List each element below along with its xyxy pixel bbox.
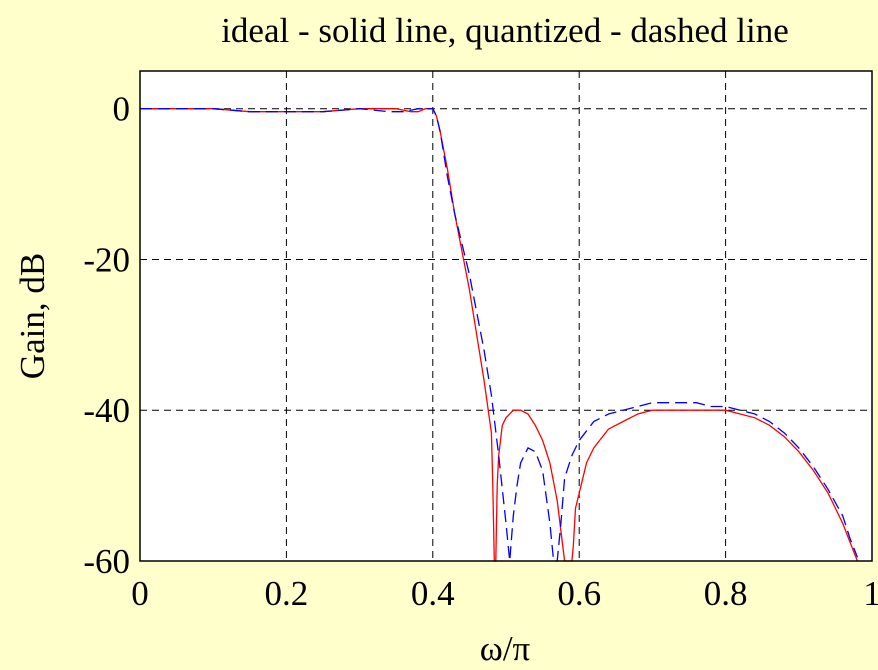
y-tick-label: -60: [83, 542, 130, 581]
grid: [140, 71, 872, 561]
x-tick-label: 0.4: [411, 574, 455, 613]
y-axis-label: Gain, dB: [13, 253, 52, 379]
x-tick-label: 0.8: [704, 574, 748, 613]
series-line-quantized: [140, 108, 859, 562]
tick-labels: 0 0.2 0.4 0.6 0.8 1 0 -20 -40 -60: [83, 90, 878, 613]
x-tick-label: 1: [863, 574, 878, 613]
plot-area: [140, 71, 872, 561]
series-layer: [140, 108, 859, 562]
x-tick-label: 0.2: [265, 574, 309, 613]
y-tick-label: -40: [83, 391, 130, 430]
chart-title: ideal - solid line, quantized - dashed l…: [221, 11, 789, 50]
x-tick-label: 0: [131, 574, 149, 613]
y-tick-label: -20: [83, 240, 130, 279]
x-tick-label: 0.6: [557, 574, 601, 613]
plot-frame: [139, 70, 873, 562]
y-tick-label: 0: [113, 90, 131, 129]
x-axis-label: ω/π: [480, 629, 531, 668]
